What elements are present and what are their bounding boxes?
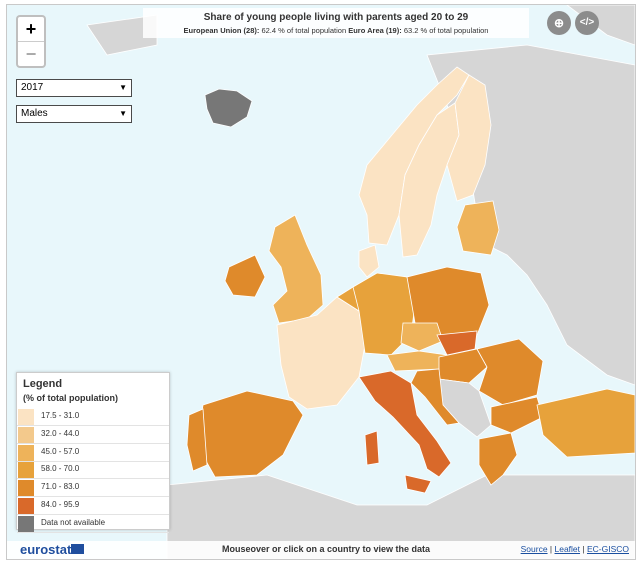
country-portugal[interactable] [186,408,208,472]
eurostat-logo: eurostat [20,542,72,557]
chevron-down-icon: ▼ [119,109,127,118]
sex-select-value: Males [21,108,48,119]
zoom-control: + − [16,15,46,68]
legend-label: 58.0 - 70.0 [41,464,80,474]
legend-subtitle: (% of total population) [23,393,118,403]
legend-swatch [18,515,34,532]
legend-item: 58.0 - 70.0 [17,462,169,480]
country-baltics[interactable] [456,200,500,256]
country-iceland[interactable] [204,88,253,128]
sex-select[interactable]: Males ▼ [16,105,132,123]
country-slovakia[interactable] [436,330,478,356]
country-turkey[interactable] [536,388,635,458]
eu-label: European Union (28): [183,26,260,35]
legend-swatch [18,444,34,461]
year-select-value: 2017 [21,82,44,93]
zoom-out-button[interactable]: − [18,41,44,66]
legend-item: 17.5 - 31.0 [17,409,169,426]
country-bulgaria[interactable] [490,396,544,434]
map-frame[interactable]: + − 2017 ▼ Males ▼ Share of young people… [6,4,636,560]
map-title: Share of young people living with parent… [203,12,469,23]
eu-flag-icon [71,544,84,554]
greenland-edge [86,14,158,56]
footer-message: Mouseover or click on a country to view … [222,544,431,554]
legend-swatch [18,480,34,497]
globe-icon[interactable]: ⊕ [547,11,571,35]
legend-swatch [18,409,34,425]
country-ireland[interactable] [224,254,266,298]
footer: eurostat Mouseover or click on a country… [7,541,635,559]
country-italy-sardinia[interactable] [364,430,380,466]
ea-text: 63.2 % of total population [403,26,489,35]
legend-swatch [18,497,34,514]
country-italy-sicily[interactable] [404,474,432,494]
country-romania[interactable] [476,338,544,406]
legend-label: 17.5 - 31.0 [41,411,80,420]
source-link[interactable]: Source [520,544,548,554]
leaflet-link[interactable]: Leaflet [554,544,581,554]
country-norway[interactable] [358,66,470,246]
embed-code-icon[interactable]: </> [575,11,599,35]
country-italy[interactable] [358,370,452,478]
legend-item: 84.0 - 95.9 [17,497,169,515]
ea-label: Euro Area (19): [348,26,402,35]
ec-gisco-link[interactable]: EC-GISCO [586,544,629,554]
legend-label: 45.0 - 57.0 [41,446,80,456]
chevron-down-icon: ▼ [119,83,127,92]
zoom-in-button[interactable]: + [25,19,37,39]
map-title-box: Share of young people living with parent… [143,8,529,38]
country-denmark[interactable] [358,244,380,278]
legend-item: 71.0 - 83.0 [17,480,169,498]
legend-swatch [18,426,34,443]
country-greece[interactable] [478,432,518,486]
legend-swatch [18,462,34,479]
legend-item: Data not available [17,515,169,533]
legend-item: 32.0 - 44.0 [17,426,169,444]
legend-title: Legend [23,378,63,390]
country-czechia[interactable] [400,322,444,352]
country-croatia[interactable] [410,368,460,426]
country-austria[interactable] [386,350,448,372]
legend-label: 32.0 - 44.0 [41,428,80,438]
legend-label: 84.0 - 95.9 [41,499,80,509]
map-subtitle: European Union (28): 62.4 % of total pop… [143,26,529,35]
legend-label: Data not available [41,517,106,527]
eu-text: 62.4 % of total population [261,26,347,35]
country-finland[interactable] [446,74,492,202]
legend: Legend (% of total population) 17.5 - 31… [16,372,170,533]
year-select[interactable]: 2017 ▼ [16,79,132,97]
legend-item: 45.0 - 57.0 [17,444,169,462]
legend-label: 71.0 - 83.0 [41,482,80,492]
footer-links: Source | Leaflet | EC-GISCO [520,544,629,554]
